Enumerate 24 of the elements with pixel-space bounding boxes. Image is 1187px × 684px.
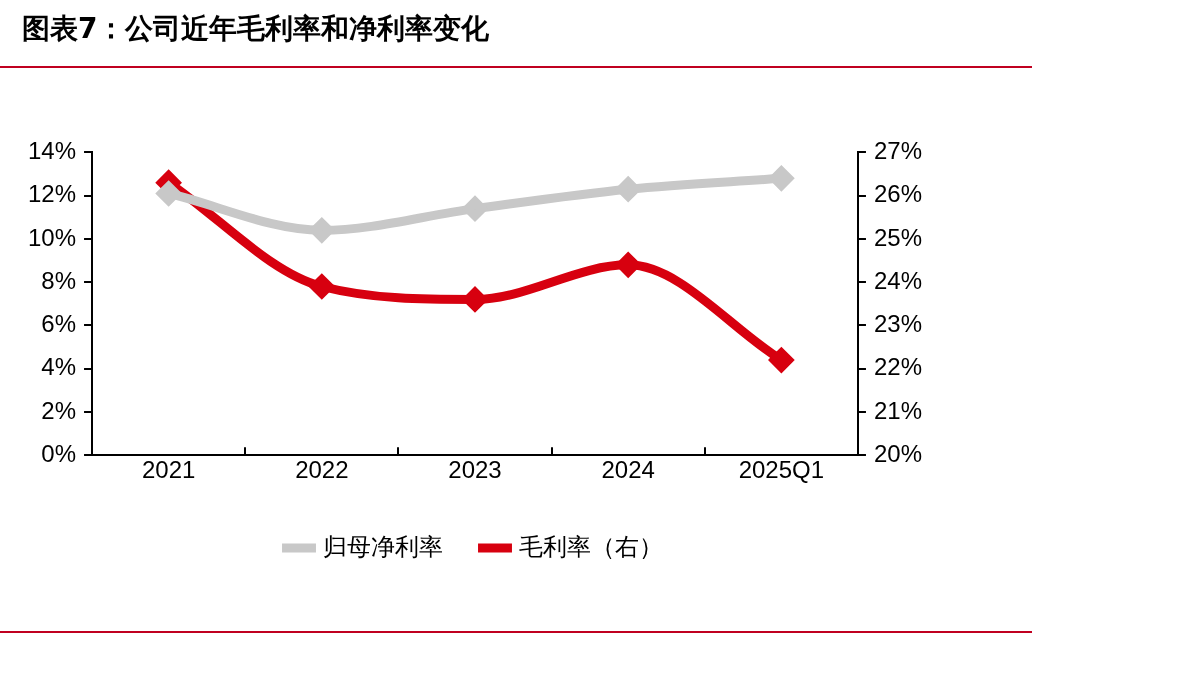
- y2-tick-label: 23%: [873, 310, 923, 338]
- chart-title: 图表7：公司近年毛利率和净利率变化: [22, 11, 490, 47]
- legend-label: 毛利率（右）: [519, 532, 663, 560]
- y2-tick-label: 20%: [873, 439, 923, 467]
- y-tick-label: 6%: [41, 310, 77, 338]
- x-tick-label: 2021: [141, 456, 196, 484]
- y2-tick-label: 26%: [873, 180, 923, 208]
- y-tick-label: 4%: [41, 353, 77, 381]
- x-tick-label: 2022: [295, 456, 349, 484]
- x-tick-label: 2023: [448, 456, 502, 484]
- y2-tick-label: 24%: [873, 266, 923, 294]
- y2-tick-label: 25%: [873, 223, 923, 251]
- y2-tick-label: 22%: [873, 353, 923, 381]
- x-tick-label: 2024: [601, 456, 655, 484]
- y-tick-label: 2%: [41, 396, 77, 424]
- y-tick-label: 14%: [27, 137, 77, 165]
- y2-tick-label: 21%: [873, 396, 923, 424]
- y2-tick-label: 27%: [873, 137, 923, 165]
- y-tick-label: 10%: [27, 223, 77, 251]
- legend-label: 归母净利率: [323, 532, 443, 560]
- y-tick-label: 12%: [27, 180, 77, 208]
- y-tick-label: 0%: [41, 439, 77, 467]
- y-tick-label: 8%: [41, 266, 77, 294]
- x-tick-label: 2025Q1: [738, 456, 825, 484]
